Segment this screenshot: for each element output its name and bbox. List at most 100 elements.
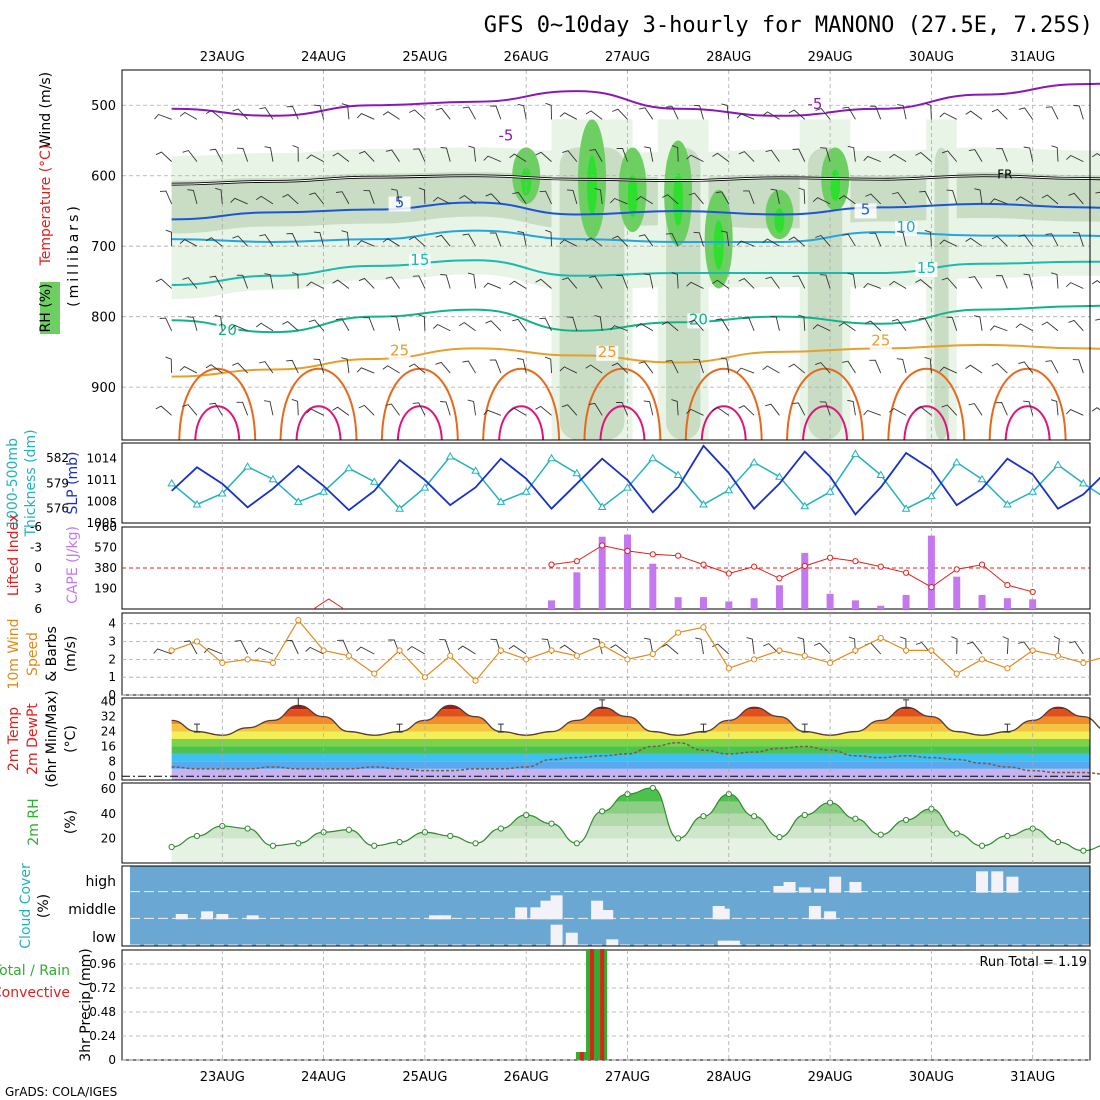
p1-barb — [385, 276, 400, 289]
p1-barb — [1023, 146, 1034, 162]
rh-point-31 — [953, 830, 960, 837]
p4-barb-10 — [406, 645, 426, 655]
thickness-point-29 — [901, 504, 911, 512]
p2-slp-tick-1: 1008 — [86, 495, 117, 509]
wind-speed-point-2 — [219, 659, 226, 667]
li-point-3 — [624, 547, 631, 555]
p3-li-tick-2: 0 — [34, 561, 42, 575]
p1-barb — [382, 238, 400, 247]
p4-barb-18 — [610, 644, 628, 655]
p1-barb — [770, 315, 780, 331]
rh-point-32 — [978, 842, 986, 849]
p1-barb — [559, 366, 578, 374]
p4-barb-26 — [813, 642, 831, 655]
footer-credit: GrADS: COLA/IGES — [5, 1085, 117, 1099]
li-point-12 — [852, 558, 859, 565]
p3-label-cape: CAPE (J/kg) — [65, 526, 81, 604]
p1-barb — [638, 361, 654, 374]
p1-barb — [765, 149, 780, 162]
p1-barb — [1023, 273, 1034, 289]
wind-speed-point-1 — [193, 638, 201, 645]
p4-barb-11 — [439, 639, 451, 655]
p1-barb — [736, 113, 755, 120]
p8-tick-4: 0.96 — [89, 957, 116, 971]
p1-rh-saturated-3 — [627, 174, 638, 217]
p1-rh-saturated-5 — [774, 208, 785, 233]
p1-barb — [1045, 106, 1059, 120]
p1-barb — [1041, 321, 1059, 332]
p1-barb — [924, 102, 932, 120]
p8-label-convective: Convective — [0, 985, 70, 1001]
cloud-high-bar-4 — [829, 876, 842, 893]
p1-barb — [159, 317, 173, 331]
p1-barb — [214, 314, 223, 331]
wind-speed-point-27 — [852, 647, 859, 654]
isotherm-35-day-2 — [396, 405, 443, 441]
p1-barb — [915, 279, 932, 289]
p1-contour-label-bg-6 — [915, 261, 938, 277]
p4-barb-2 — [203, 647, 223, 655]
p1-barb — [1091, 280, 1100, 285]
wind-speed-point-5 — [295, 617, 302, 624]
p1-barb — [842, 360, 856, 374]
thickness-point-12 — [471, 466, 480, 474]
p1-barb — [1015, 323, 1033, 332]
wind-speed-point-26 — [827, 659, 834, 667]
date-top-0: 23AUG — [200, 50, 245, 65]
date-top-7: 30AUG — [909, 50, 954, 65]
cloud-middle-bar-2 — [216, 914, 229, 920]
p2-label-thickness-1: 1000-500mb — [5, 438, 21, 528]
rh-point-11 — [447, 832, 454, 840]
precip-convective-bar-2 — [600, 949, 605, 1060]
li-point-8 — [751, 563, 758, 570]
wind-speed-point-0 — [168, 647, 175, 654]
p1-barb — [382, 365, 400, 374]
p4-label-2: Speed — [25, 632, 41, 676]
p1-barb — [363, 317, 375, 331]
p4-barb-8 — [356, 646, 375, 655]
p1-barb — [187, 189, 198, 205]
p1-barb — [489, 232, 502, 247]
isotherm-35-day-8 — [1004, 405, 1051, 441]
cape-bar-13 — [877, 605, 885, 609]
wind-speed-point-33 — [1004, 665, 1011, 672]
p1-ytick-3: 800 — [91, 311, 116, 326]
p1-barb — [594, 188, 603, 204]
p1-barb — [639, 107, 654, 120]
cloud-middle-bar-1 — [201, 911, 214, 920]
p1-barb — [408, 236, 426, 247]
isotherm-30-day-6 — [786, 367, 865, 441]
p1-barb — [1050, 399, 1059, 416]
p1-barb — [788, 363, 806, 374]
p1-barb — [1051, 272, 1059, 289]
p1-barb — [738, 278, 755, 289]
p4-barb-19 — [644, 637, 654, 655]
p1-ytick-0: 500 — [91, 99, 116, 114]
p4-barb-14 — [508, 645, 527, 655]
wind-speed-point-35 — [1054, 652, 1062, 659]
p1-barb — [314, 104, 325, 120]
p1-barb — [462, 233, 476, 247]
p1-barb — [693, 231, 704, 247]
thickness-point-24 — [775, 472, 784, 480]
p2-label-thickness-2: Thickness (dm) — [23, 429, 39, 537]
p4-barb-33 — [1002, 636, 1009, 655]
p1-barb — [358, 277, 375, 289]
p7-row-high: high — [85, 874, 116, 890]
date-top-6: 29AUG — [808, 50, 853, 65]
p1-barb — [559, 112, 578, 120]
cloud-high-bar-6 — [976, 871, 989, 893]
wind-speed-point-12 — [472, 677, 479, 684]
p1-barb — [1091, 407, 1100, 412]
p1-frame — [121, 69, 1091, 441]
p1-barb — [585, 364, 603, 374]
p1-barb — [610, 197, 628, 205]
rh-point-23 — [751, 813, 758, 820]
p4-barb-5 — [285, 639, 299, 655]
thickness-point-0 — [167, 478, 177, 487]
p1-contour-label-bg-3 — [854, 203, 877, 219]
rh-point-19 — [649, 784, 656, 792]
cloud-middle-bar-8 — [540, 900, 553, 920]
isotherm-15 — [171, 259, 1100, 286]
wind-speed-point-23 — [751, 656, 758, 663]
